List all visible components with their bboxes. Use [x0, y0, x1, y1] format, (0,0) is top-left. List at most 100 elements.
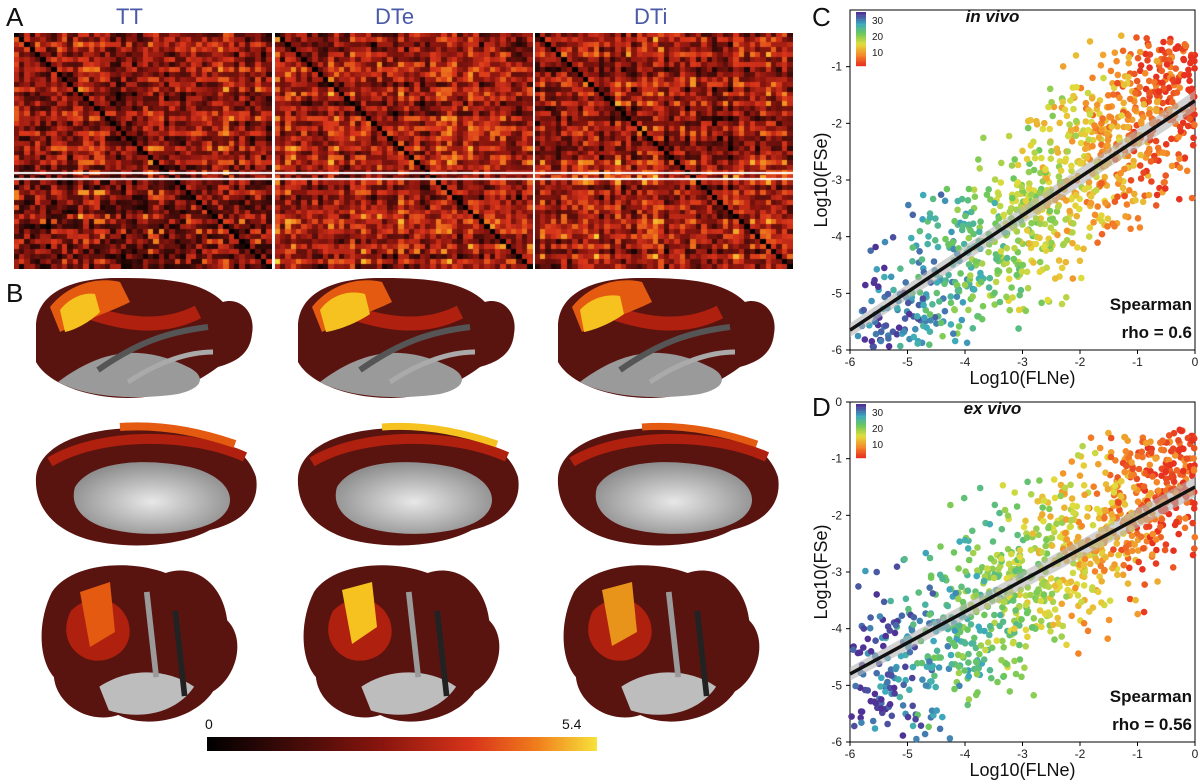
data-point — [1170, 547, 1177, 554]
data-point — [970, 186, 978, 193]
data-point — [1094, 588, 1102, 596]
data-point — [891, 629, 899, 637]
data-point — [1153, 98, 1161, 106]
data-point — [880, 598, 888, 606]
data-point — [1032, 240, 1040, 248]
data-point — [1183, 167, 1191, 175]
data-point — [916, 617, 924, 625]
data-point — [931, 672, 938, 680]
data-point — [898, 612, 906, 619]
spearman-annotation: rho = 0.56 — [1112, 715, 1192, 734]
data-point — [1098, 212, 1105, 219]
data-point — [1111, 561, 1118, 568]
data-point — [1048, 239, 1055, 247]
data-point — [866, 624, 874, 632]
data-point — [962, 212, 969, 220]
data-point — [1153, 107, 1160, 115]
data-point — [930, 637, 937, 645]
data-point — [1094, 203, 1101, 210]
data-point — [926, 554, 934, 562]
data-point — [1033, 117, 1040, 125]
data-point — [919, 676, 926, 683]
data-point — [1145, 150, 1152, 157]
data-point — [1152, 137, 1160, 145]
data-point — [1086, 38, 1094, 45]
data-point — [1030, 259, 1037, 266]
data-point — [1134, 547, 1142, 554]
data-point — [1189, 519, 1196, 527]
data-point — [921, 314, 928, 322]
data-point — [1180, 445, 1187, 453]
data-point — [867, 247, 874, 254]
data-point — [1190, 134, 1197, 142]
data-point — [1080, 582, 1088, 589]
data-point — [1006, 688, 1014, 695]
x-tick-label: -1 — [1132, 747, 1143, 761]
data-point — [1030, 615, 1038, 622]
data-point — [1146, 461, 1154, 469]
data-point — [868, 338, 876, 345]
data-point — [1134, 215, 1142, 222]
data-point — [1155, 88, 1162, 95]
data-point — [1061, 484, 1069, 492]
data-point — [849, 646, 857, 653]
data-point — [981, 627, 988, 635]
data-point — [970, 286, 978, 293]
data-point — [1190, 455, 1197, 462]
data-point — [1117, 492, 1124, 500]
data-point — [1162, 185, 1169, 192]
data-point — [1095, 134, 1103, 141]
data-point — [1188, 194, 1196, 202]
data-point — [1011, 625, 1018, 632]
data-point — [926, 311, 934, 318]
data-point — [1051, 275, 1059, 282]
data-point — [1056, 579, 1063, 586]
data-point — [943, 185, 951, 193]
data-point — [1063, 641, 1070, 649]
data-point — [1048, 147, 1055, 155]
data-point — [1096, 444, 1104, 452]
data-point — [1072, 125, 1080, 133]
data-point — [897, 265, 904, 273]
data-point — [912, 716, 919, 723]
data-point — [1040, 591, 1048, 598]
data-point — [1151, 78, 1158, 86]
data-point — [996, 509, 1003, 517]
data-point — [968, 208, 975, 216]
data-point — [1124, 580, 1132, 587]
data-point — [867, 697, 875, 705]
data-point — [848, 713, 855, 720]
data-point — [1181, 524, 1189, 532]
data-point — [1158, 516, 1166, 523]
data-point — [915, 589, 922, 596]
data-point — [1191, 65, 1198, 72]
data-point — [1120, 561, 1127, 569]
data-point — [1087, 434, 1095, 441]
data-point — [1012, 567, 1019, 575]
data-point — [1173, 89, 1181, 96]
data-point — [953, 281, 961, 289]
data-point — [973, 659, 980, 666]
data-point — [1077, 159, 1085, 167]
data-point — [897, 342, 904, 350]
data-point — [872, 330, 880, 338]
data-point — [890, 684, 898, 692]
data-point — [1000, 598, 1008, 606]
data-point — [975, 156, 982, 163]
data-point — [1087, 193, 1095, 200]
data-point — [871, 690, 879, 698]
data-point — [1187, 53, 1195, 61]
data-point — [1108, 511, 1115, 518]
data-point — [1083, 154, 1090, 162]
data-point — [1177, 128, 1185, 135]
data-point — [1142, 439, 1150, 447]
data-point — [926, 584, 933, 591]
data-point — [1129, 547, 1136, 555]
data-point — [1068, 612, 1075, 620]
data-point — [1039, 125, 1047, 133]
data-point — [1070, 220, 1077, 227]
data-point — [1046, 125, 1053, 133]
data-point — [878, 705, 885, 712]
data-point — [1089, 74, 1096, 82]
data-point — [965, 696, 973, 703]
